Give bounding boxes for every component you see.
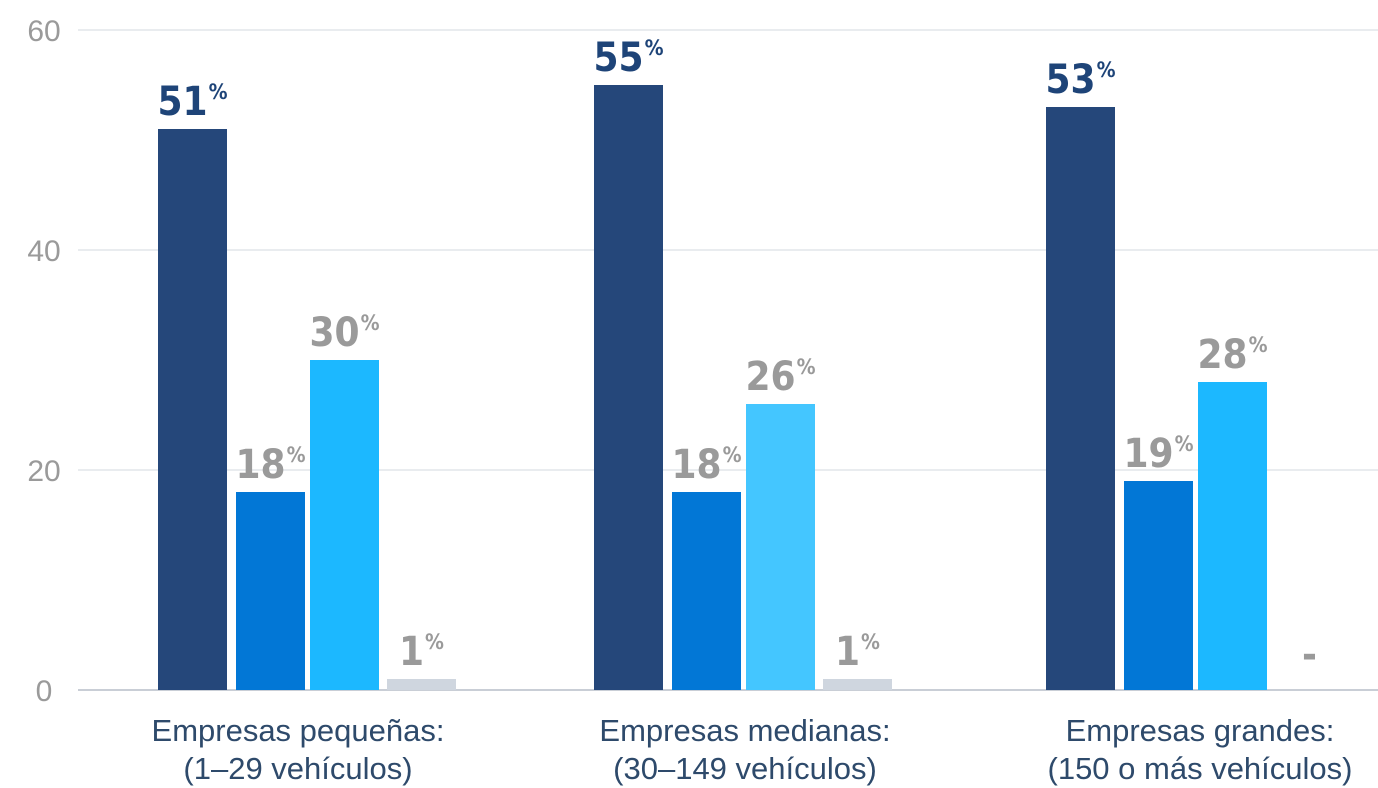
bar [387, 679, 456, 690]
data-label: 51% [157, 79, 227, 125]
data-label-value: 1 [835, 629, 860, 675]
y-tick-label: 60 [27, 15, 60, 48]
category-label: (1–29 vehículos) [183, 751, 412, 786]
data-label-value: 19 [1123, 431, 1173, 477]
data-label: 1% [399, 629, 444, 675]
data-label-value: 51 [157, 79, 207, 125]
category-label: (150 o más vehículos) [1048, 751, 1353, 786]
bar [158, 129, 227, 690]
bar [1124, 481, 1193, 690]
bar [1198, 382, 1267, 690]
data-label: 55% [593, 35, 663, 81]
data-label: 26% [745, 354, 815, 400]
data-label-suffix: % [361, 311, 380, 335]
data-label-suffix: % [209, 80, 228, 104]
data-label: 18% [671, 442, 741, 488]
data-label: 53% [1045, 57, 1115, 103]
category-label: Empresas grandes: [1066, 713, 1335, 748]
data-label-suffix: % [645, 36, 664, 60]
y-tick-label: 40 [27, 235, 60, 268]
bar [823, 679, 892, 690]
data-label-value: 53 [1045, 57, 1095, 103]
data-label-value: 55 [593, 35, 643, 81]
data-label: 30% [309, 310, 379, 356]
data-label-value: 30 [309, 310, 359, 356]
data-label-suffix: % [1249, 333, 1268, 357]
data-labels: 51%55%53%18% 18% 19%30%26% 28%1% 1% - [157, 35, 1316, 678]
category-label: Empresas pequeñas: [152, 713, 445, 748]
data-label-value: 18 [235, 442, 285, 488]
x-axis-categories: Empresas pequeñas:(1–29 vehículos) Empres… [152, 713, 1353, 786]
bar [1046, 107, 1115, 690]
data-label-suffix: % [1097, 58, 1116, 82]
data-label: 19% [1123, 431, 1193, 477]
data-label: - [1302, 632, 1317, 678]
data-label-suffix: % [425, 630, 444, 654]
data-label-suffix: % [797, 355, 816, 379]
data-label: 1% [835, 629, 880, 675]
category-label: Empresas medianas: [599, 713, 890, 748]
category-label: (30–149 vehículos) [613, 751, 877, 786]
data-label-suffix: % [861, 630, 880, 654]
data-label: 18% [235, 442, 305, 488]
bar [746, 404, 815, 690]
bar [236, 492, 305, 690]
bar [310, 360, 379, 690]
y-axis-ticks: 0 20 40 60 [27, 15, 60, 708]
bar [594, 85, 663, 690]
y-tick-label: 20 [27, 455, 60, 488]
y-tick-label: 0 [36, 675, 53, 708]
data-label-suffix: % [723, 443, 742, 467]
data-label-suffix: % [1175, 432, 1194, 456]
data-label: 28% [1197, 332, 1267, 378]
bars [158, 85, 1267, 690]
data-label-value: 26 [745, 354, 795, 400]
data-label-value: 1 [399, 629, 424, 675]
data-label-suffix: % [287, 443, 306, 467]
data-label-value: 28 [1197, 332, 1247, 378]
data-label-value: 18 [671, 442, 721, 488]
bar [672, 492, 741, 690]
